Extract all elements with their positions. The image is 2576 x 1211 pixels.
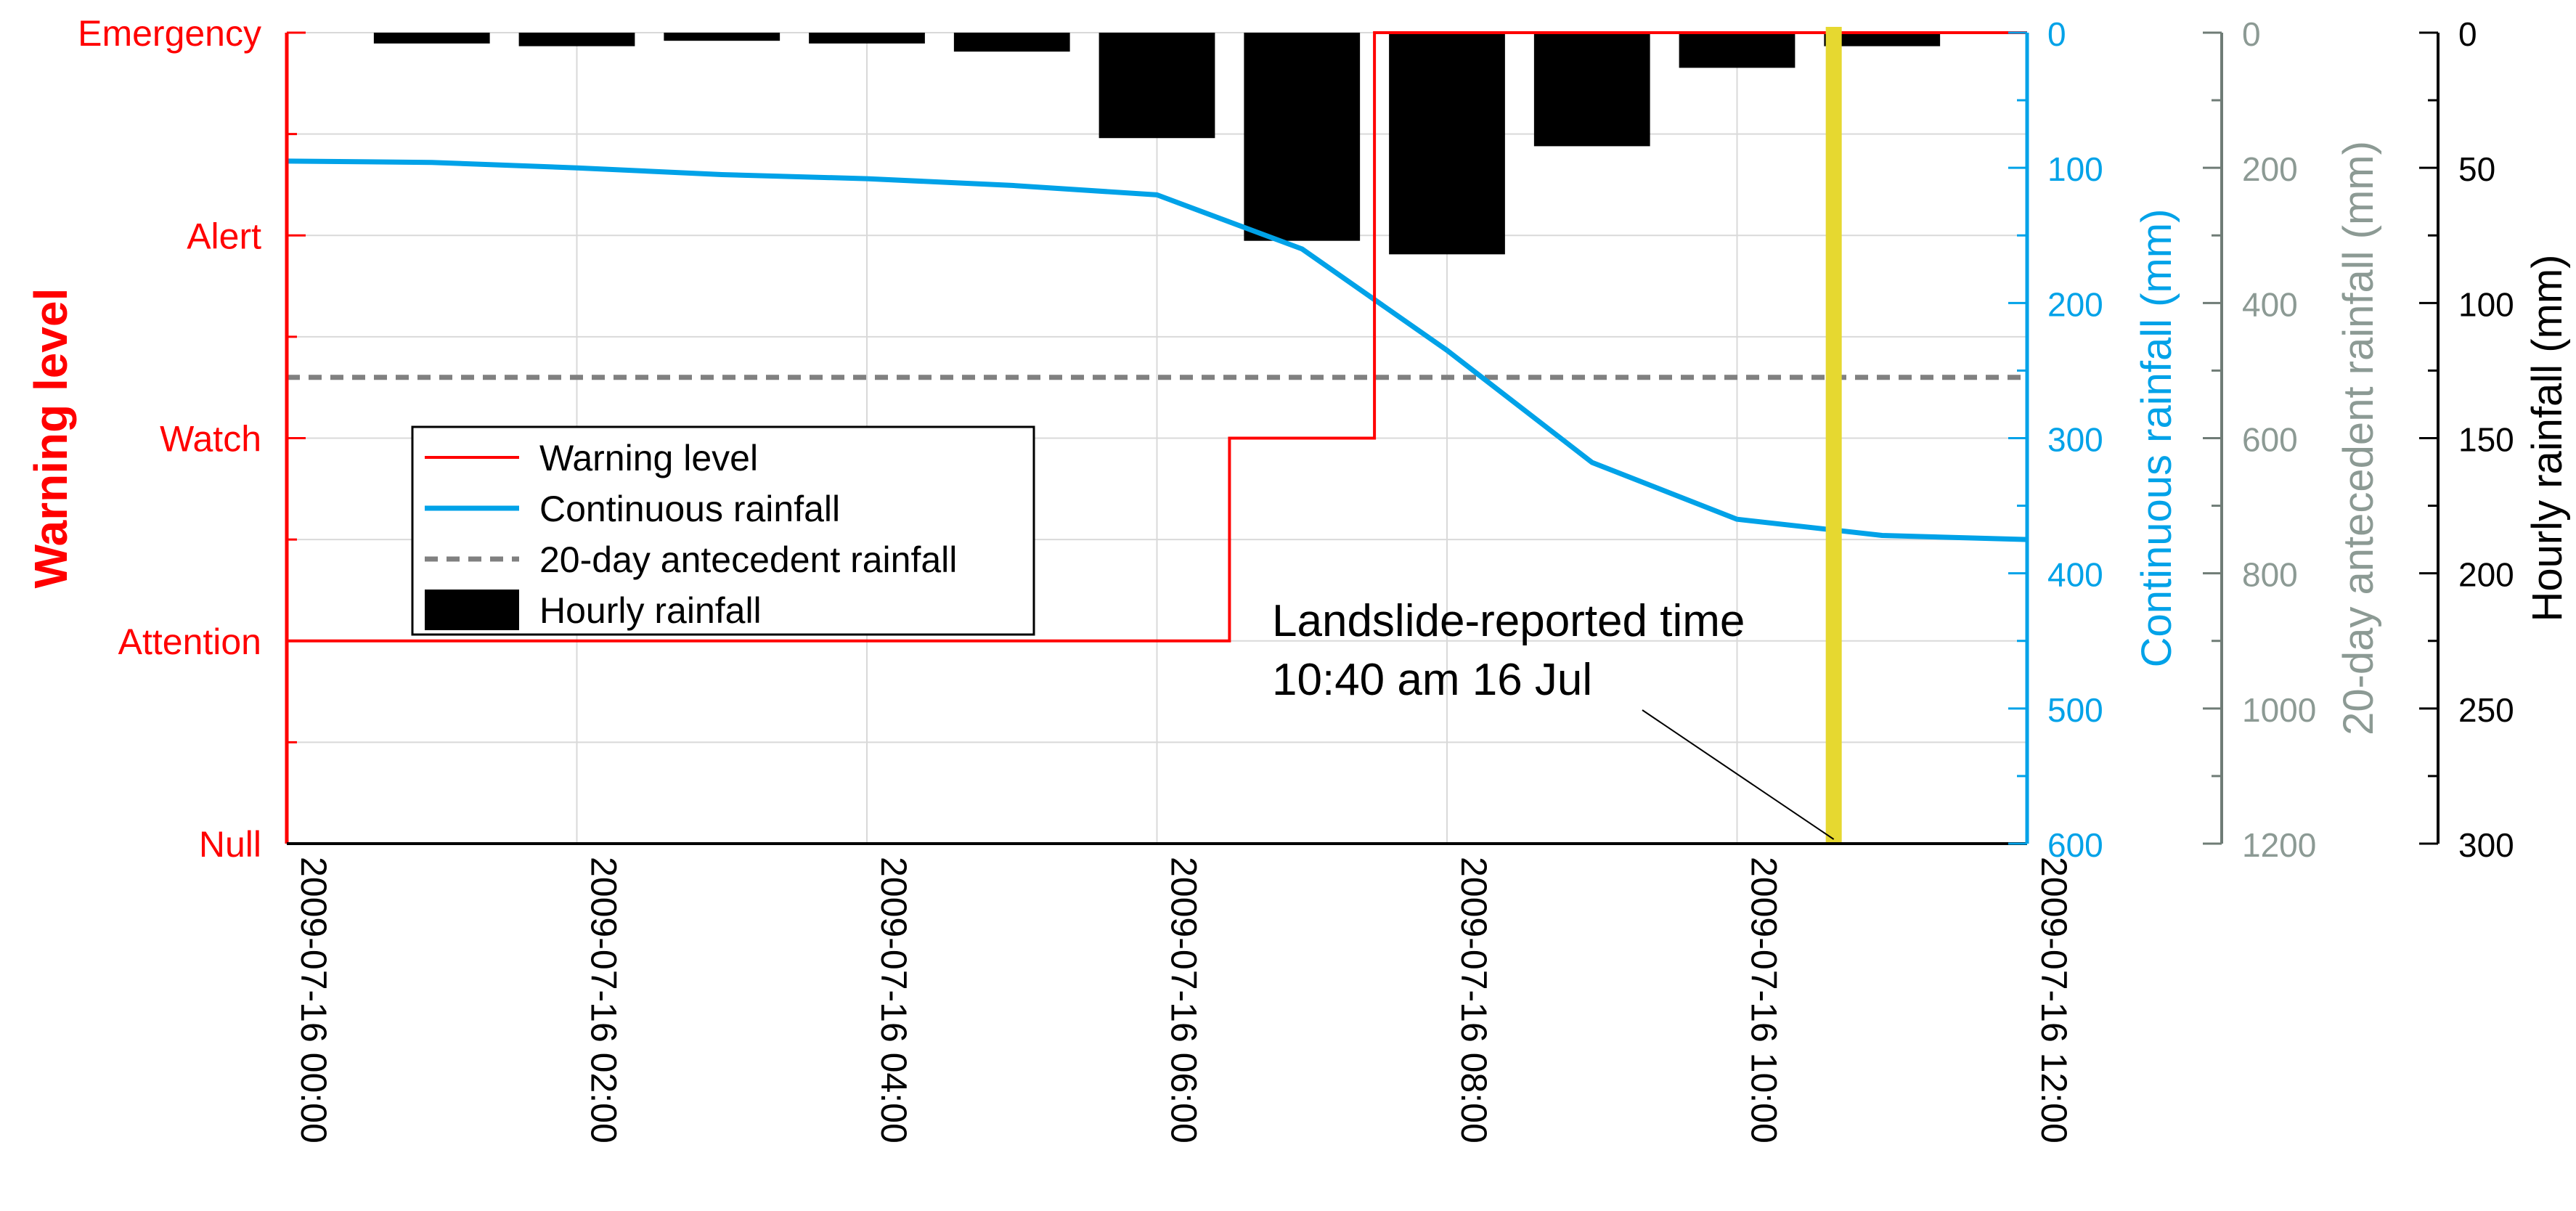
left-tick-label: Emergency [78, 13, 261, 54]
right-tick-label-hourly: 100 [2458, 285, 2514, 323]
right-tick-label-continuous: 600 [2047, 826, 2103, 864]
continuous-rainfall-line [286, 158, 2028, 542]
left-tick-label: Attention [118, 621, 261, 662]
right-tick-label-antecedent: 600 [2242, 421, 2298, 459]
right-tick-label-antecedent: 200 [2242, 150, 2298, 188]
right-tick-label-antecedent: 1000 [2242, 691, 2316, 729]
right-tick-label-antecedent: 1200 [2242, 826, 2316, 864]
hourly-rainfall-bar [809, 33, 925, 44]
hourly-rainfall-bar [373, 33, 490, 44]
right-tick-label-hourly: 250 [2458, 691, 2514, 729]
hourly-rainfall-bar [1824, 33, 1941, 46]
event-annotation-leader [1642, 709, 1835, 840]
left-tick-label: Alert [187, 216, 261, 256]
right-tick-label-hourly: 200 [2458, 556, 2514, 594]
x-tick-label: 2009-07-16 04:00 [873, 857, 914, 1143]
right-axis-title-antecedent: 20-day antecedent rainfall (mm) [2335, 141, 2382, 735]
warning-level-line [287, 31, 2027, 643]
legend: Warning level Continuous rainfall 20-day… [411, 425, 1035, 636]
warning-level-series [287, 31, 2027, 643]
landslide-event: Landslide-reported time 10:40 am 16 Jul [1272, 27, 1842, 844]
legend-swatch-hourly-rainfall [425, 590, 519, 630]
left-tick-label: Watch [160, 419, 261, 460]
legend-label-warning-level: Warning level [539, 438, 758, 478]
event-label-line1: Landslide-reported time [1272, 596, 1745, 646]
x-tick-label: 2009-07-16 02:00 [584, 857, 624, 1143]
hourly-rainfall-bar [1099, 33, 1215, 139]
right-tick-label-continuous: 0 [2047, 15, 2066, 53]
x-tick-label: 2009-07-16 08:00 [1454, 857, 1494, 1143]
hourly-rainfall-bar [1389, 33, 1505, 255]
right-axis-title-continuous: Continuous rainfall (mm) [2133, 209, 2180, 668]
axes: 2009-07-16 00:00 2009-07-16 02:00 2009-07-… [25, 13, 2571, 1143]
event-label-line2: 10:40 am 16 Jul [1272, 655, 1592, 705]
right-tick-label-continuous: 200 [2047, 285, 2103, 323]
right-tick-label-hourly: 300 [2458, 826, 2514, 864]
legend-label-antecedent-rainfall: 20-day antecedent rainfall [539, 539, 957, 580]
legend-label-continuous-rainfall: Continuous rainfall [539, 489, 840, 529]
hourly-rainfall-bar [664, 33, 780, 41]
right-tick-label-continuous: 100 [2047, 150, 2103, 188]
hourly-rainfall-bar [1244, 33, 1361, 241]
right-tick-label-continuous: 500 [2047, 691, 2103, 729]
x-tick-label: 2009-07-16 10:00 [1744, 857, 1785, 1143]
right-tick-label-continuous: 400 [2047, 556, 2103, 594]
right-tick-label-hourly: 50 [2458, 150, 2495, 188]
right-tick-label-antecedent: 400 [2242, 285, 2298, 323]
right-tick-label-antecedent: 800 [2242, 556, 2298, 594]
hourly-rainfall-bar [1679, 33, 1796, 68]
hourly-rainfall-bar [518, 33, 635, 46]
x-tick-label: 2009-07-16 00:00 [293, 857, 334, 1143]
hourly-rainfall-bar [953, 33, 1070, 52]
x-tick-label: 2009-07-16 06:00 [1164, 857, 1205, 1143]
hourly-rainfall-bar [1533, 33, 1650, 147]
right-tick-label-hourly: 150 [2458, 421, 2514, 459]
hourly-rainfall-bars [373, 33, 1941, 255]
x-tick-label: 2009-07-16 12:00 [2034, 857, 2074, 1143]
right-tick-label-continuous: 300 [2047, 421, 2103, 459]
legend-label-hourly-rainfall: Hourly rainfall [539, 590, 762, 631]
right-axis-title-hourly: Hourly rainfall (mm) [2524, 255, 2571, 622]
continuous-rainfall-series [286, 158, 2028, 542]
left-axis-title: Warning level [25, 288, 77, 589]
right-tick-label-hourly: 0 [2458, 15, 2477, 53]
right-tick-label-antecedent: 0 [2242, 15, 2261, 53]
left-tick-label: Null [199, 824, 261, 865]
